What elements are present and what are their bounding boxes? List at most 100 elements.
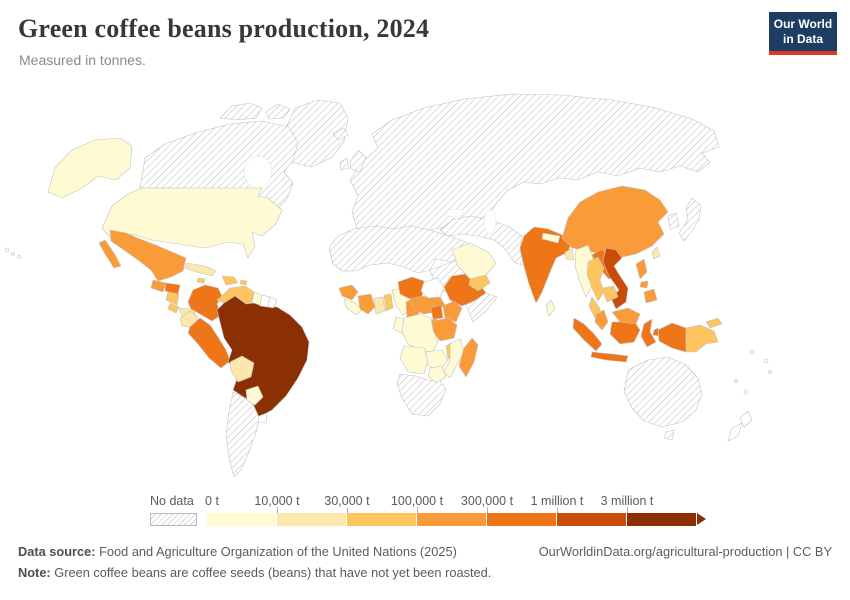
- region-bolivia[interactable]: [229, 355, 255, 383]
- region-zambia[interactable]: [425, 349, 449, 371]
- region-drc[interactable]: [401, 313, 439, 353]
- region-jamaica[interactable]: [196, 277, 206, 284]
- region-hawaii[interactable]: [4, 247, 21, 259]
- map-legend: No data 0 t 10,000 t 30,000 t 100,000 t 300,…: [150, 494, 730, 534]
- region-uruguay[interactable]: [257, 412, 268, 424]
- region-brazil[interactable]: [216, 295, 310, 418]
- region-southern-africa[interactable]: [396, 373, 447, 417]
- legend-segment[interactable]: [347, 513, 417, 526]
- region-nepal[interactable]: [541, 232, 561, 244]
- legend-no-data-swatch[interactable]: [150, 513, 197, 526]
- legend-tick-label: 3 million t: [600, 494, 654, 508]
- region-sierra-leone-liberia[interactable]: [343, 298, 363, 316]
- data-source-text: Food and Agriculture Organization of the…: [99, 544, 457, 559]
- producer-countries: [4, 137, 772, 418]
- region-mexico[interactable]: [98, 229, 187, 282]
- region-paraguay[interactable]: [245, 385, 264, 406]
- legend-tick: [557, 507, 558, 513]
- region-united-states[interactable]: [101, 187, 283, 259]
- region-united-kingdom[interactable]: [349, 149, 367, 173]
- region-new-zealand[interactable]: [727, 410, 753, 442]
- region-tasmania[interactable]: [663, 429, 675, 441]
- region-hispaniola[interactable]: [221, 275, 239, 286]
- region-south-sudan[interactable]: [420, 277, 445, 299]
- region-bangladesh[interactable]: [564, 248, 575, 261]
- region-zimbabwe[interactable]: [427, 365, 447, 384]
- region-india[interactable]: [519, 226, 573, 304]
- region-colombia[interactable]: [187, 284, 223, 322]
- owid-logo[interactable]: Our World in Data: [769, 12, 837, 55]
- region-yemen[interactable]: [468, 274, 491, 292]
- legend-tick: [417, 507, 418, 513]
- region-nicaragua[interactable]: [165, 291, 180, 306]
- region-guinea[interactable]: [338, 284, 359, 301]
- region-pacific-islands[interactable]: [734, 349, 772, 395]
- legend-segment[interactable]: [277, 513, 347, 526]
- region-greenland[interactable]: [284, 99, 349, 168]
- legend-tick-label: 30,000 t: [324, 494, 370, 508]
- region-malaysia[interactable]: [594, 307, 641, 331]
- region-philippines[interactable]: [635, 258, 658, 304]
- page-subtitle: Measured in tonnes.: [19, 52, 146, 68]
- legend-arrow: [697, 513, 706, 525]
- region-saudi-arabia[interactable]: [451, 242, 497, 280]
- region-sri-lanka[interactable]: [545, 299, 556, 317]
- note-text: Green coffee beans are coffee seeds (bea…: [54, 565, 492, 580]
- region-indonesia[interactable]: [572, 317, 687, 363]
- region-kenya[interactable]: [442, 300, 463, 323]
- region-cuba[interactable]: [184, 262, 217, 277]
- region-australia[interactable]: [623, 356, 703, 428]
- region-angola[interactable]: [399, 345, 429, 375]
- region-mozambique[interactable]: [443, 338, 465, 379]
- region-gabon-congo[interactable]: [392, 316, 405, 334]
- legend-segment[interactable]: [207, 513, 277, 526]
- caspian-sea: [483, 209, 497, 235]
- owid-logo-text: Our World in Data: [769, 12, 837, 51]
- region-korea[interactable]: [667, 212, 680, 230]
- region-taiwan[interactable]: [651, 246, 661, 260]
- region-japan[interactable]: [678, 197, 702, 242]
- legend-tick-label: 1 million t: [530, 494, 584, 508]
- world-choropleth-map: [4, 93, 772, 478]
- region-vietnam[interactable]: [602, 247, 629, 310]
- owid-citation-link[interactable]: OurWorldinData.org/agricultural-producti…: [538, 544, 832, 559]
- region-cambodia[interactable]: [601, 285, 619, 303]
- legend-no-data-label: No data: [150, 494, 194, 508]
- region-uganda[interactable]: [430, 304, 444, 320]
- region-iceland[interactable]: [332, 127, 349, 141]
- region-costa-rica[interactable]: [167, 302, 180, 314]
- region-ghana[interactable]: [373, 296, 386, 315]
- region-alaska[interactable]: [47, 137, 133, 199]
- region-french-guiana[interactable]: [267, 296, 278, 309]
- region-papua-new-guinea[interactable]: [685, 317, 723, 353]
- region-togo-benin[interactable]: [383, 293, 394, 312]
- legend-tick: [627, 507, 628, 513]
- legend-segment[interactable]: [487, 513, 557, 526]
- region-puerto-rico[interactable]: [239, 279, 248, 286]
- legend-bar: [207, 513, 706, 526]
- data-source-label: Data source:: [18, 544, 96, 559]
- legend-tick-label: 300,000 t: [460, 494, 514, 508]
- legend-tick: [347, 507, 348, 513]
- region-china[interactable]: [561, 185, 669, 259]
- region-canada-arctic[interactable]: [265, 103, 291, 120]
- legend-tick-label: 10,000 t: [254, 494, 300, 508]
- region-madagascar[interactable]: [458, 337, 479, 378]
- legend-segment[interactable]: [557, 513, 627, 526]
- region-canada-arctic[interactable]: [219, 102, 263, 121]
- legend-tick: [487, 507, 488, 513]
- note-line: Note: Green coffee beans are coffee seed…: [18, 565, 491, 580]
- no-data-plain-countries: [257, 277, 753, 442]
- hudson-bay: [243, 155, 273, 189]
- legend-segment[interactable]: [627, 513, 697, 526]
- page-title: Green coffee beans production, 2024: [18, 14, 430, 43]
- legend-tick-label: 0 t: [205, 494, 219, 508]
- legend-segment[interactable]: [417, 513, 487, 526]
- region-ivory-coast[interactable]: [357, 293, 376, 315]
- note-label: Note:: [18, 565, 51, 580]
- data-source-line: Data source: Food and Agriculture Organi…: [18, 544, 457, 559]
- region-ireland[interactable]: [339, 157, 350, 171]
- owid-logo-accent-bar: [769, 51, 837, 55]
- region-guatemala[interactable]: [150, 279, 167, 293]
- region-honduras[interactable]: [164, 282, 181, 295]
